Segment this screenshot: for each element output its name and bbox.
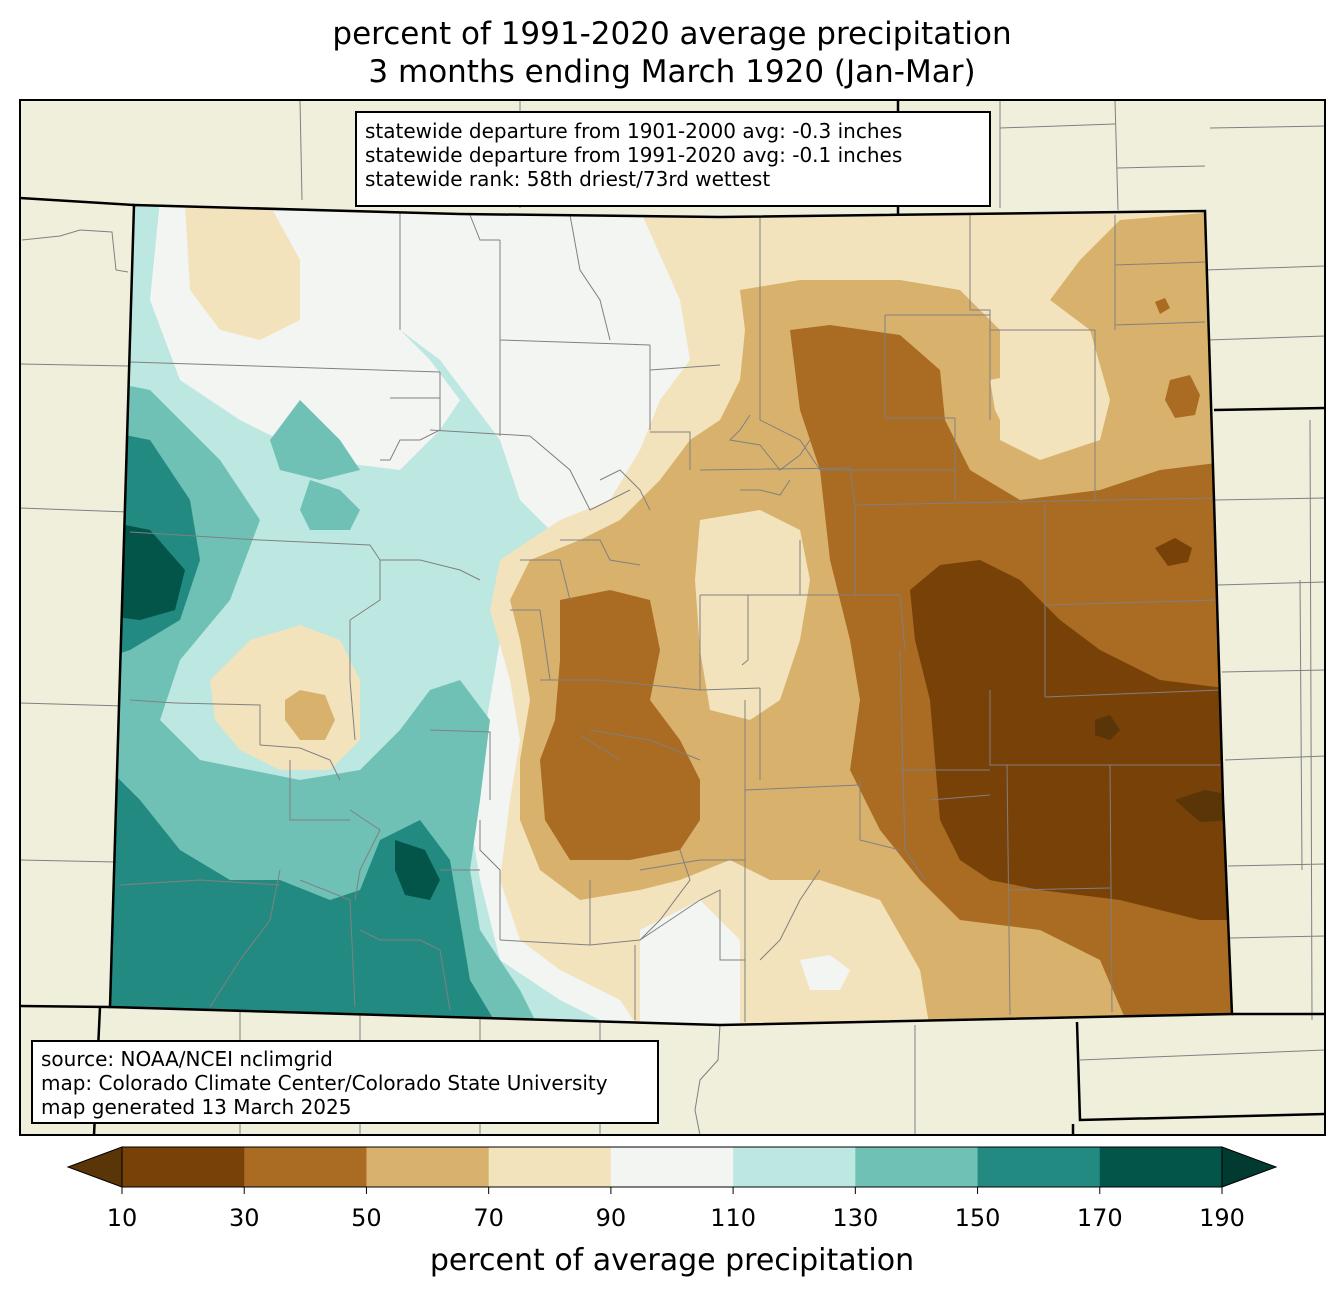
map-title-line2: 3 months ending March 1920 (Jan-Mar) — [368, 54, 976, 90]
colorbar-segment — [244, 1147, 367, 1187]
colorbar-tick-label: 90 — [595, 1204, 627, 1232]
colorado-state-border — [108, 203, 1234, 1027]
colorbar-extend-low — [66, 1146, 123, 1188]
colorbar-segment — [366, 1147, 490, 1187]
source-line-2: map: Colorado Climate Center/Colorado St… — [41, 1071, 608, 1095]
stats-line-3: statewide rank: 58th driest/73rd wettest — [365, 167, 771, 191]
colorbar-title: percent of average precipitation — [429, 1243, 915, 1278]
colorbar-tick-label: 110 — [710, 1204, 757, 1232]
statewide-stats-box: statewide departure from 1901-2000 avg: … — [355, 111, 991, 207]
colorbar-tick-label: 50 — [351, 1204, 382, 1232]
colorbar-segment — [855, 1147, 979, 1187]
stats-line-2: statewide departure from 1991-2020 avg: … — [365, 143, 903, 167]
colorbar-tick-label: 70 — [473, 1204, 504, 1232]
colorbar-segment — [610, 1147, 734, 1187]
colorbar-tick-label: 190 — [1199, 1204, 1245, 1232]
colorbar-segment — [977, 1147, 1101, 1187]
stats-line-1: statewide departure from 1901-2000 avg: … — [365, 119, 903, 143]
source-box: source: NOAA/NCEI nclimgrid map: Colorad… — [31, 1040, 659, 1124]
colorbar-outline — [121, 1146, 1223, 1188]
colorbar — [66, 1146, 1278, 1194]
source-line-3: map generated 13 March 2025 — [41, 1095, 352, 1119]
precipitation-contours — [110, 205, 1232, 1025]
map-title-line1: percent of 1991-2020 average precipitati… — [332, 16, 1012, 52]
colorbar-extend-high — [1221, 1146, 1278, 1188]
neighbor-county-borders — [20, 100, 1325, 1135]
colorbar-tick-label: 130 — [832, 1204, 879, 1232]
colorbar-tick-label: 30 — [228, 1204, 260, 1232]
colorado-county-borders — [119, 210, 1225, 1022]
colorbar-segment — [488, 1147, 612, 1187]
colorbar-segment — [122, 1147, 245, 1187]
colorbar-segment — [1099, 1147, 1223, 1187]
colorbar-segment — [733, 1147, 856, 1187]
colorbar-tick-label: 170 — [1076, 1204, 1123, 1232]
source-line-1: source: NOAA/NCEI nclimgrid — [41, 1047, 333, 1071]
colorbar-tick-label: 10 — [106, 1204, 138, 1232]
colorbar-tick-label: 150 — [954, 1204, 1001, 1232]
